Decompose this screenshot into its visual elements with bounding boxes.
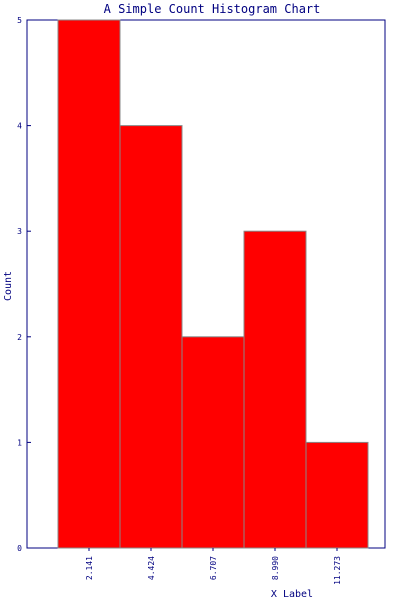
- x-tick-label: 4.424: [147, 556, 156, 580]
- y-axis-ticks: 0 1 2 3 4 5: [17, 16, 31, 553]
- y-tick-label: 5: [17, 16, 22, 25]
- y-tick-label: 3: [17, 227, 22, 236]
- x-axis-ticks: 2.141 4.424 6.707 8.990 11.273: [85, 548, 342, 585]
- x-tick-label: 11.273: [333, 556, 342, 585]
- y-tick-label: 2: [17, 333, 22, 342]
- x-tick-label: 2.141: [85, 556, 94, 580]
- histogram-bar-8.990: [243, 230, 307, 549]
- y-tick-label: 0: [17, 544, 22, 553]
- histogram-bar-6.707: [181, 336, 245, 549]
- y-tick-label: 4: [17, 122, 22, 131]
- y-axis-label: Count: [3, 271, 14, 301]
- histogram-bar-11.273: [305, 441, 369, 549]
- chart-title: A Simple Count Histogram Chart: [104, 2, 321, 16]
- histogram-bar-4.424: [119, 125, 183, 549]
- x-axis-label: X Label: [271, 589, 313, 600]
- x-tick-label: 6.707: [209, 556, 218, 580]
- histogram-bar-2.141: [57, 19, 121, 549]
- y-tick-label: 1: [17, 438, 22, 447]
- bars-layer: [57, 19, 369, 549]
- x-tick-label: 8.990: [271, 556, 280, 580]
